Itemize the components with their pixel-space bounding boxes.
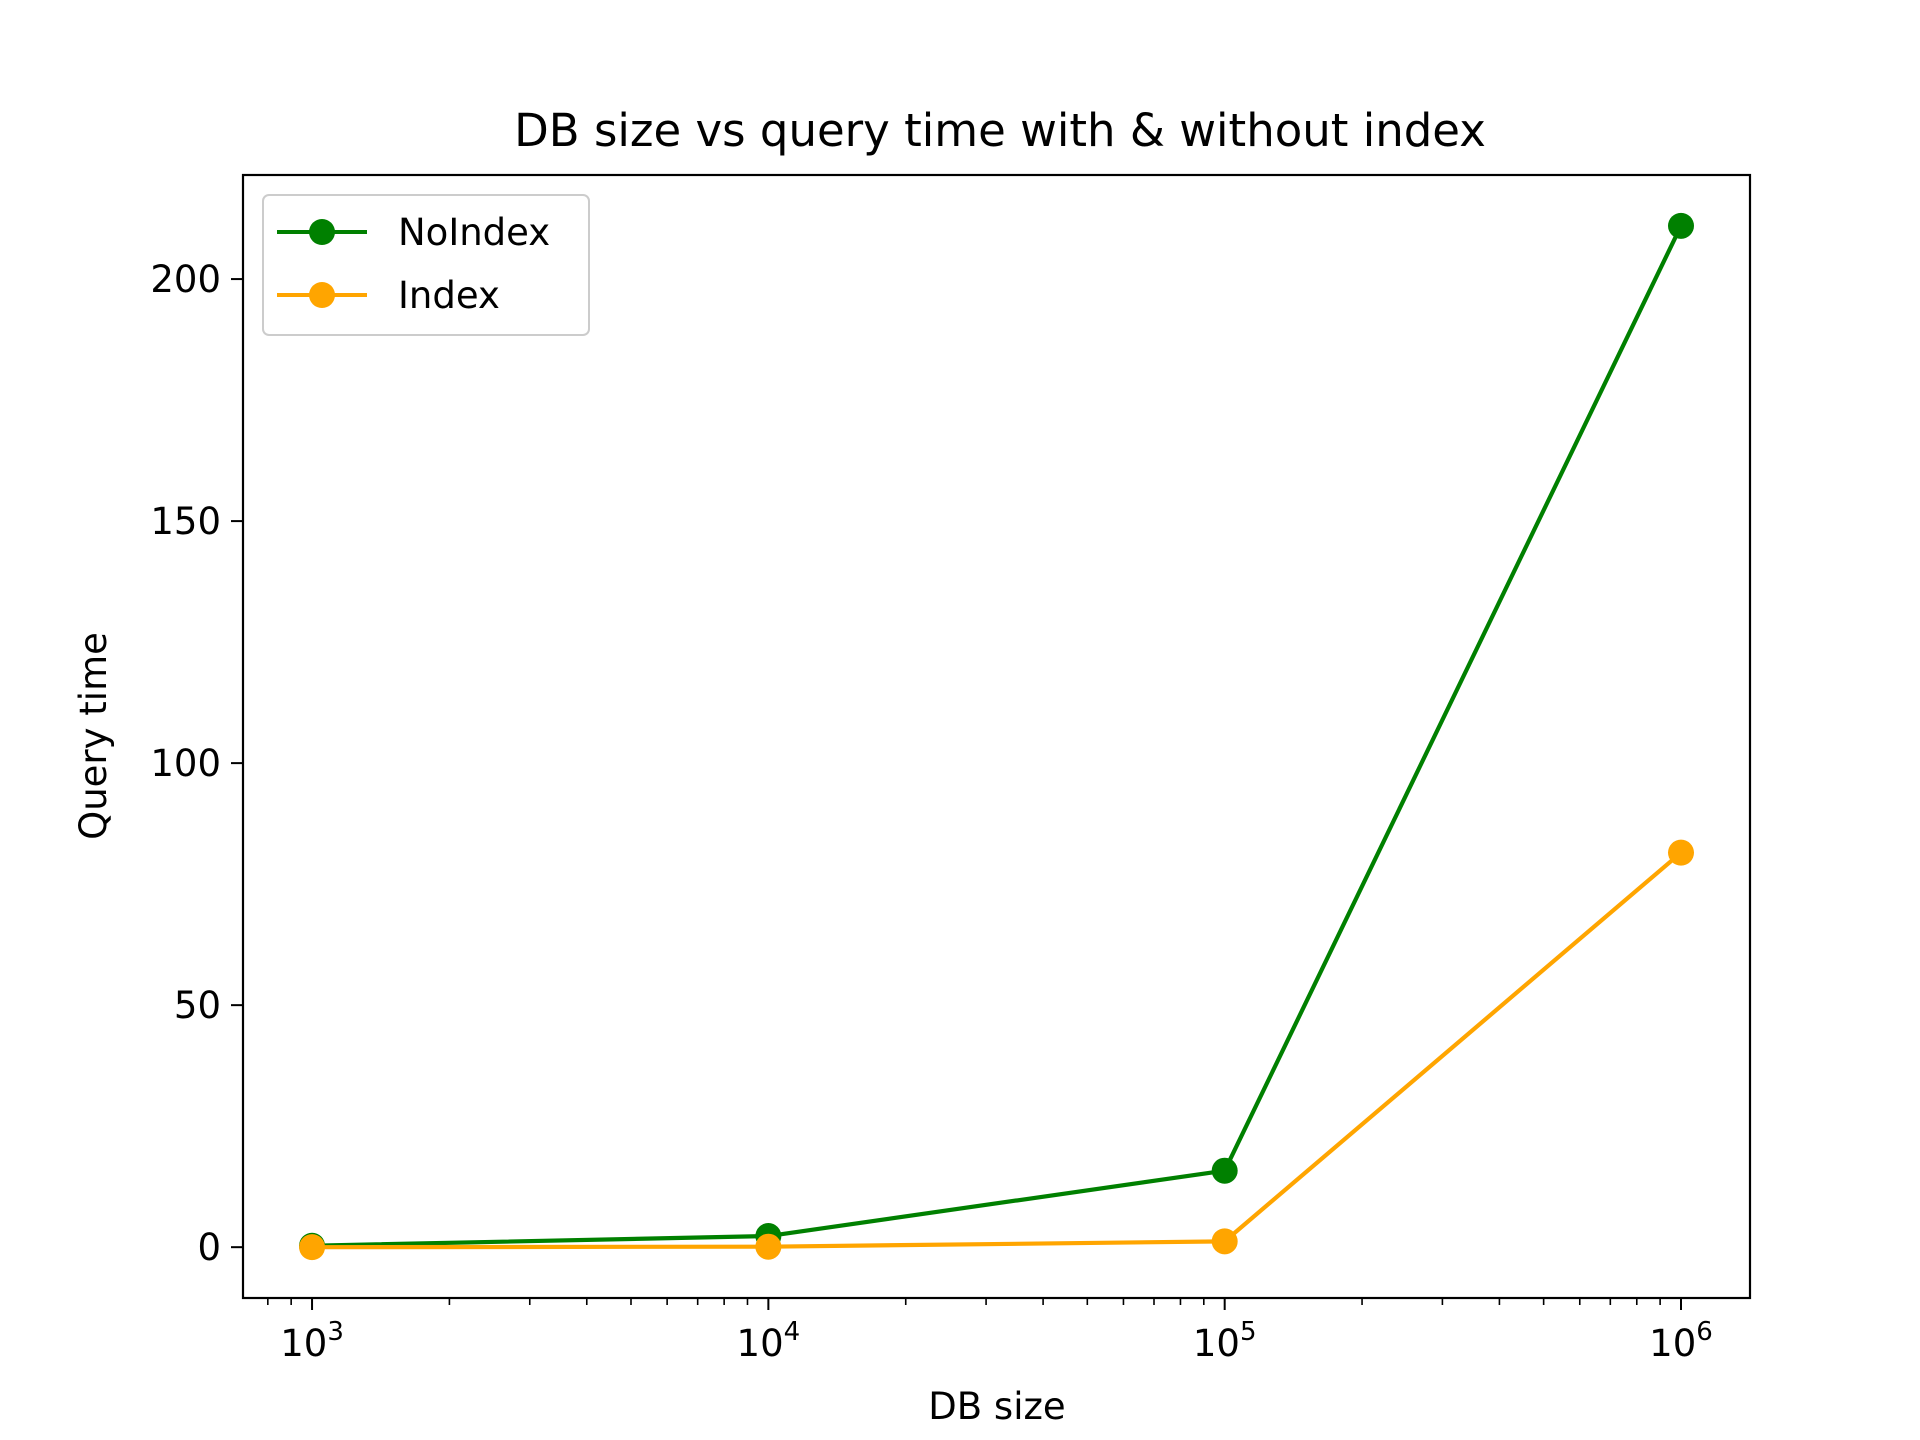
y-tick-label: 50 <box>174 984 221 1027</box>
legend-marker-noindex <box>309 219 335 245</box>
legend: NoIndex Index <box>262 194 590 336</box>
series-line-index <box>309 849 1684 1250</box>
y-axis: 0 50 100 150 200 <box>150 258 243 1269</box>
series-layer <box>299 212 1694 1261</box>
y-tick-label: 100 <box>150 742 221 785</box>
x-tick-label: 104 <box>737 1317 801 1365</box>
x-axis-label: DB size <box>928 1385 1065 1428</box>
y-axis-label: Query time <box>72 632 115 840</box>
data-point-index <box>1668 839 1694 866</box>
y-tick-label: 150 <box>150 500 221 543</box>
chart-title: DB size vs query time with & without ind… <box>514 104 1486 157</box>
legend-label-noindex: NoIndex <box>398 211 550 254</box>
x-tick-label: 106 <box>1649 1317 1713 1365</box>
y-tick-label: 0 <box>197 1226 221 1269</box>
series-line-noindex <box>309 223 1684 1248</box>
x-tick-label: 103 <box>280 1317 344 1365</box>
legend-label-index: Index <box>398 274 500 317</box>
data-point-noindex <box>1668 212 1694 239</box>
data-point-index <box>1211 1228 1238 1255</box>
legend-marker-index <box>309 282 335 308</box>
plot-frame <box>241 173 1752 1300</box>
data-point-index <box>755 1233 782 1260</box>
x-tick-label: 105 <box>1193 1317 1257 1365</box>
data-point-index <box>299 1234 326 1261</box>
x-axis: 103 104 105 106 <box>267 1298 1713 1365</box>
y-tick-label: 200 <box>150 258 221 301</box>
data-point-noindex <box>1211 1157 1238 1184</box>
